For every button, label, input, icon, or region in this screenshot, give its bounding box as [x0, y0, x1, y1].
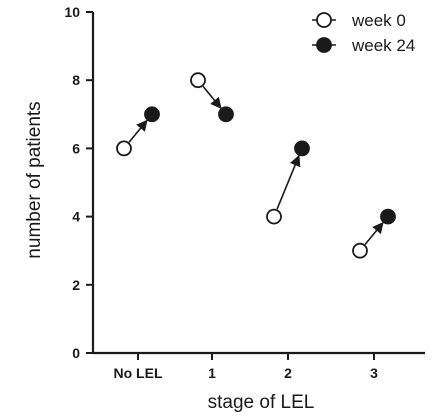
legend-label-week-0: week 0 [351, 11, 406, 30]
change-arrow [128, 119, 148, 143]
point-week-24 [144, 106, 160, 123]
y-tick-label: 2 [72, 277, 80, 293]
change-arrows [128, 85, 384, 246]
y-axis-title: number of patients [24, 101, 45, 258]
x-tick-label: 2 [284, 365, 292, 381]
legend-item-week-0: week 0 [312, 11, 406, 30]
data-points [116, 72, 396, 259]
y-tick-label: 10 [64, 4, 80, 20]
x-tick-label: No LEL [114, 365, 163, 381]
x-tick-label: 3 [370, 365, 378, 381]
point-week-24 [380, 208, 396, 225]
change-arrow [276, 154, 301, 210]
legend-item-week-24: week 24 [312, 36, 415, 55]
y-tick-label: 6 [72, 140, 80, 156]
y-tick-label: 4 [72, 209, 80, 225]
point-week-0 [352, 242, 368, 259]
legend-label-week-24: week 24 [351, 36, 415, 55]
legend: week 0 week 24 [312, 11, 415, 55]
point-week-24 [294, 140, 310, 157]
y-tick-label: 0 [72, 345, 80, 361]
point-week-0 [190, 72, 206, 89]
point-week-24 [218, 106, 234, 123]
point-week-0 [266, 208, 282, 225]
y-tick-label: 8 [72, 72, 80, 88]
y-ticks: 0 2 4 6 8 10 [64, 4, 93, 361]
x-ticks: No LEL 1 2 3 [114, 353, 378, 381]
x-axis-title: stage of LEL [208, 392, 315, 413]
change-arrow [364, 221, 384, 246]
x-tick-label: 1 [208, 365, 216, 381]
axes [91, 12, 425, 355]
legend-open-circle-icon [316, 12, 332, 28]
point-week-0 [116, 140, 132, 157]
change-arrow [202, 85, 222, 109]
legend-filled-circle-icon [316, 37, 332, 53]
